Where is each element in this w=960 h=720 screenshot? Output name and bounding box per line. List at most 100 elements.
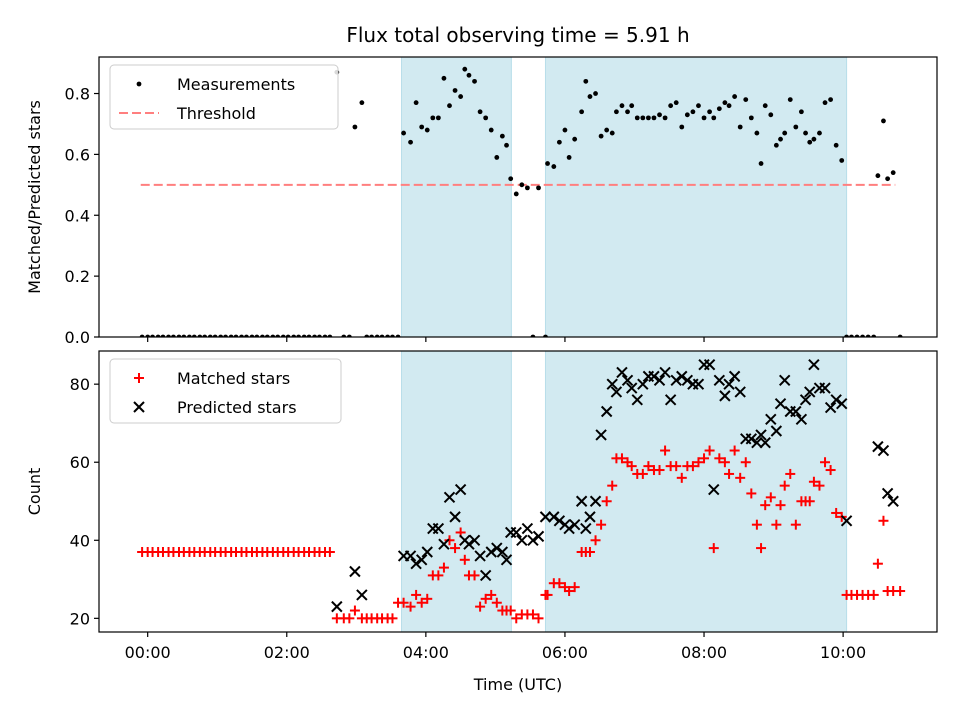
x-tick-label: 10:00 — [820, 643, 866, 662]
predicted-point — [410, 557, 422, 570]
predicted-point-b — [774, 397, 787, 410]
predicted-point-b — [659, 366, 671, 379]
observing-interval-shade-1 — [544, 56, 848, 338]
matched-point — [785, 468, 796, 479]
measurement-point — [352, 124, 358, 130]
measurement-point — [754, 130, 760, 136]
measurement-point — [401, 130, 407, 136]
matched-point — [416, 597, 427, 608]
panel-counts: 20 40 60 80 00:00 02:00 04:00 06:00 08:00 10:00 Co… — [25, 350, 938, 662]
measurement-point — [488, 127, 494, 133]
measurement-point — [778, 136, 783, 142]
predicted-point-b — [728, 370, 741, 383]
predicted-point-b — [584, 511, 596, 523]
matched-point — [511, 613, 522, 624]
measurement-point — [452, 88, 458, 93]
matched-point — [771, 519, 782, 530]
measurement-point — [466, 72, 472, 78]
predicted-point-b — [485, 546, 497, 558]
predicted-point — [881, 487, 894, 500]
matched-point — [405, 601, 416, 612]
matched-point — [554, 578, 565, 589]
predicted-point-b — [840, 515, 853, 527]
measurement-point — [504, 142, 509, 148]
predicted-point — [728, 370, 741, 383]
predicted-point-b — [479, 569, 492, 582]
predicted-point-b — [468, 534, 481, 546]
predicted-point — [616, 366, 628, 379]
measurement-point — [499, 133, 505, 139]
predicted-point-b — [539, 511, 552, 523]
measurement-point — [762, 103, 768, 109]
predicted-point-b — [881, 487, 894, 500]
matched-point — [729, 445, 740, 456]
measurement-point — [508, 176, 514, 182]
predicted-point — [479, 569, 492, 582]
predicted-point — [751, 437, 763, 449]
predicted-point-b — [356, 589, 368, 601]
predicted-point — [421, 546, 433, 558]
measurement-point — [803, 130, 808, 136]
matched-point — [637, 468, 648, 479]
matched-point — [590, 535, 601, 546]
measurement-point — [828, 97, 833, 103]
measurement-point — [885, 176, 891, 182]
predicted-point — [670, 374, 682, 386]
y-tick-label: 0.0 — [65, 328, 90, 347]
measurement-point — [640, 115, 646, 121]
measurement-point — [556, 139, 562, 145]
predicted-point-b — [432, 522, 445, 535]
predicted-point-b — [575, 495, 588, 507]
matched-point — [607, 480, 618, 491]
measurement-point — [696, 103, 701, 109]
measurement-point — [629, 103, 635, 109]
plot-frame — [98, 56, 938, 338]
predicted-point-b — [548, 511, 560, 523]
measurement-point — [890, 170, 896, 176]
predicted-point — [840, 515, 853, 527]
matched-point — [491, 597, 502, 608]
predicted-point — [356, 589, 368, 601]
predicted-point — [331, 600, 343, 613]
predicted-point — [631, 394, 643, 406]
matched-point — [601, 496, 612, 507]
measurement-point — [524, 185, 530, 191]
matched-point — [533, 613, 544, 624]
predicted-point — [584, 511, 596, 523]
predicted-point — [527, 534, 539, 546]
predicted-point — [438, 538, 450, 550]
measurement-point — [807, 139, 813, 145]
predicted-point-b — [500, 554, 513, 566]
legend-label: Matched stars — [177, 369, 290, 388]
y-axis-title: Matched/Predicted stars — [25, 100, 44, 294]
predicted-point — [681, 374, 694, 386]
measurement-point — [716, 106, 722, 112]
measurement-point — [798, 109, 804, 115]
predicted-point — [463, 538, 475, 550]
measurement-point — [593, 91, 598, 96]
matched-point — [687, 461, 698, 472]
matched-point — [714, 453, 725, 464]
matched-point — [676, 472, 687, 483]
measurement-point — [424, 127, 430, 133]
matched-point — [671, 461, 682, 472]
predicted-point-b — [349, 565, 361, 578]
predicted-point-b — [580, 522, 592, 535]
measurement-point — [579, 109, 585, 115]
x-tick-label: 00:00 — [125, 643, 171, 662]
matched-point — [459, 554, 470, 565]
predicted-point-b — [521, 522, 534, 535]
predicted-point — [637, 378, 649, 390]
predicted-point-b — [532, 530, 545, 543]
measurement-point — [732, 94, 738, 99]
measurement-point — [604, 127, 610, 133]
legend-label: Predicted stars — [177, 398, 297, 417]
predicted-point — [454, 483, 467, 496]
predicted-point-b — [454, 483, 467, 496]
predicted-point-b — [681, 374, 694, 386]
predicted-point-b — [568, 518, 581, 531]
measurement-point — [483, 115, 489, 121]
measurement-point — [737, 124, 743, 130]
measurement-point — [462, 66, 468, 72]
